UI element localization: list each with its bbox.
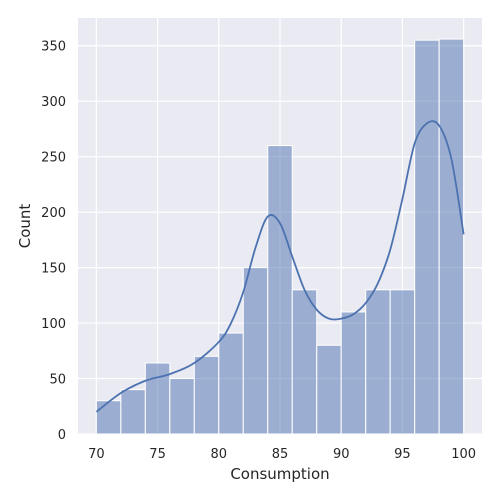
y-tick-label: 250	[41, 151, 66, 166]
histogram-bar	[169, 378, 195, 435]
x-axis-label: Consumption	[230, 465, 329, 483]
y-tick-labels: 0 50 100 150 200 250 300 350	[41, 40, 66, 443]
histogram-bar	[267, 145, 293, 435]
x-tick-label: 75	[149, 447, 166, 462]
histogram-bars	[95, 38, 465, 435]
y-tick-label: 50	[49, 373, 66, 388]
histogram-bar	[144, 362, 171, 435]
histogram-bar	[365, 289, 391, 435]
x-tick-label: 90	[333, 447, 350, 462]
x-tick-label: 70	[88, 447, 105, 462]
y-tick-label: 200	[41, 206, 66, 221]
kde-curve	[95, 120, 465, 413]
histogram-bar	[291, 289, 318, 435]
histogram-bar	[95, 400, 122, 435]
y-tick-label: 350	[41, 40, 66, 55]
y-tick-label: 150	[41, 262, 66, 277]
histogram-bar	[242, 267, 269, 435]
x-tick-label: 95	[394, 447, 411, 462]
histogram-bar	[316, 344, 342, 435]
y-tick-label: 100	[41, 317, 66, 332]
x-tick-labels: 70 75 80 85 90 95 100	[88, 447, 476, 462]
histogram-bar	[414, 39, 440, 435]
x-tick-label: 100	[451, 447, 476, 462]
histogram-bar	[120, 389, 146, 435]
y-tick-label: 0	[58, 428, 66, 443]
x-tick-label: 85	[272, 447, 289, 462]
histogram-bar	[438, 38, 465, 435]
y-axis-label: Count	[16, 204, 34, 249]
y-tick-label: 300	[41, 95, 66, 110]
histogram-bar	[218, 332, 244, 435]
histogram-bar	[389, 289, 416, 435]
x-tick-label: 80	[211, 447, 228, 462]
histogram-bar	[340, 311, 367, 435]
histogram-bar	[193, 355, 220, 435]
